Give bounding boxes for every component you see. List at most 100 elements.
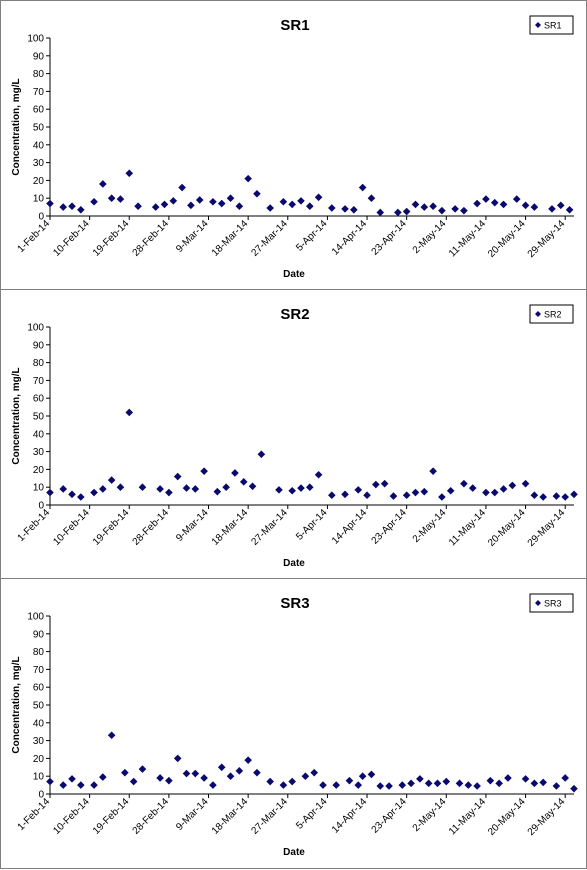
data-point — [429, 202, 437, 211]
x-tick-label: 2-May-14 — [411, 507, 449, 545]
data-point — [473, 199, 481, 208]
legend-sr3: SR3 — [529, 593, 574, 613]
y-tick-label: 40 — [33, 140, 45, 151]
data-point — [275, 486, 283, 494]
x-tick-label: 27-Mar-14 — [249, 507, 290, 548]
data-point — [68, 202, 76, 211]
data-point — [226, 194, 235, 202]
legend-sr1: SR1 — [529, 15, 574, 35]
y-tick-label: 70 — [33, 87, 45, 98]
data-point — [46, 199, 54, 208]
data-point — [244, 756, 252, 764]
data-point — [416, 775, 424, 783]
data-point — [209, 781, 217, 789]
data-point — [99, 773, 107, 781]
data-point — [468, 484, 477, 492]
data-point — [156, 485, 164, 493]
data-point — [46, 777, 54, 786]
data-point — [165, 488, 173, 497]
y-tick-label: 70 — [33, 376, 45, 387]
data-point — [68, 490, 76, 499]
data-point — [460, 206, 468, 215]
x-tick-label: 9-Mar-14 — [174, 218, 211, 255]
data-point — [217, 199, 226, 208]
y-tick-label: 30 — [33, 158, 45, 169]
data-point — [372, 480, 380, 489]
y-tick-label: 80 — [33, 69, 45, 80]
data-point — [165, 776, 173, 785]
data-point — [530, 491, 539, 500]
x-tick-label: 20-May-14 — [486, 507, 528, 549]
x-tick-label: 2-May-14 — [411, 218, 449, 256]
data-point — [266, 204, 274, 212]
y-tick-label: 100 — [27, 323, 44, 334]
x-axis-title: Date — [283, 558, 305, 569]
x-tick-label: 14-Apr-14 — [330, 796, 370, 836]
y-tick-label: 0 — [38, 790, 44, 801]
data-point — [213, 487, 222, 496]
y-tick-label: 60 — [33, 394, 45, 405]
data-point — [187, 201, 195, 210]
x-tick-label: 20-May-14 — [486, 218, 528, 260]
data-point — [561, 774, 569, 782]
data-point — [482, 195, 490, 203]
data-point — [539, 778, 547, 787]
data-point — [341, 205, 349, 213]
data-point — [209, 197, 217, 206]
chart-svg-sr1: SR1 0 10 20 30 40 50 60 70 80 90 100 1-Feb-14 10-Feb-… — [11, 15, 574, 280]
data-point — [358, 183, 367, 192]
data-point — [77, 493, 85, 501]
data-point — [438, 206, 446, 215]
y-tick-label: 30 — [33, 736, 45, 747]
chart-svg-sr2: SR2 0 10 20 30 40 50 60 70 80 90 100 1-Feb-14 10-Feb-… — [11, 304, 578, 569]
y-tick-label: 100 — [27, 612, 44, 623]
data-point — [288, 486, 296, 495]
data-point — [341, 490, 349, 499]
data-point — [239, 478, 248, 486]
x-tick-label: 29-May-14 — [526, 507, 568, 549]
data-point — [367, 770, 376, 779]
data-point — [570, 784, 578, 793]
data-point — [59, 485, 68, 493]
data-point — [107, 194, 116, 202]
y-tick-label: 60 — [33, 105, 45, 116]
x-tick-label: 18-Mar-14 — [210, 507, 251, 548]
data-point — [354, 781, 363, 789]
x-tick-label: 10-Feb-14 — [51, 796, 92, 837]
data-point — [77, 781, 85, 789]
x-tick-label: 28-Feb-14 — [131, 507, 172, 548]
data-point — [107, 476, 116, 484]
x-tick-label: 1-Feb-14 — [16, 218, 53, 255]
data-point — [328, 204, 336, 212]
x-tick-label: 9-Mar-14 — [174, 796, 211, 833]
x-tick-label: 2-May-14 — [411, 796, 449, 834]
legend-label: SR2 — [544, 310, 562, 320]
x-tick-label: 28-Feb-14 — [131, 218, 172, 259]
data-point — [134, 202, 142, 211]
data-point — [151, 203, 160, 211]
x-axis-title: Date — [283, 847, 305, 858]
x-tick-label: 11-May-14 — [447, 796, 488, 837]
data-point — [402, 491, 411, 500]
data-point — [288, 777, 296, 786]
legend-marker — [535, 22, 541, 28]
data-point — [253, 189, 261, 198]
data-point — [363, 491, 371, 500]
y-axis-title: Concentration, mg/L — [11, 78, 22, 175]
x-tick-label: 5-Apr-14 — [294, 218, 330, 254]
data-point — [244, 174, 252, 183]
data-point — [305, 483, 314, 491]
data-point — [376, 208, 385, 217]
y-tick-label: 50 — [33, 123, 45, 134]
y-tick-label: 70 — [33, 665, 45, 676]
x-tick-label: 18-Mar-14 — [210, 218, 251, 259]
data-point — [46, 488, 54, 497]
y-tick-label: 40 — [33, 718, 45, 729]
data-point — [279, 781, 288, 789]
y-tick-label: 10 — [33, 772, 45, 783]
data-point — [385, 782, 393, 790]
x-tick-label: 28-Feb-14 — [131, 796, 172, 837]
data-point — [116, 483, 125, 491]
data-point — [486, 776, 495, 785]
data-point — [508, 481, 517, 490]
